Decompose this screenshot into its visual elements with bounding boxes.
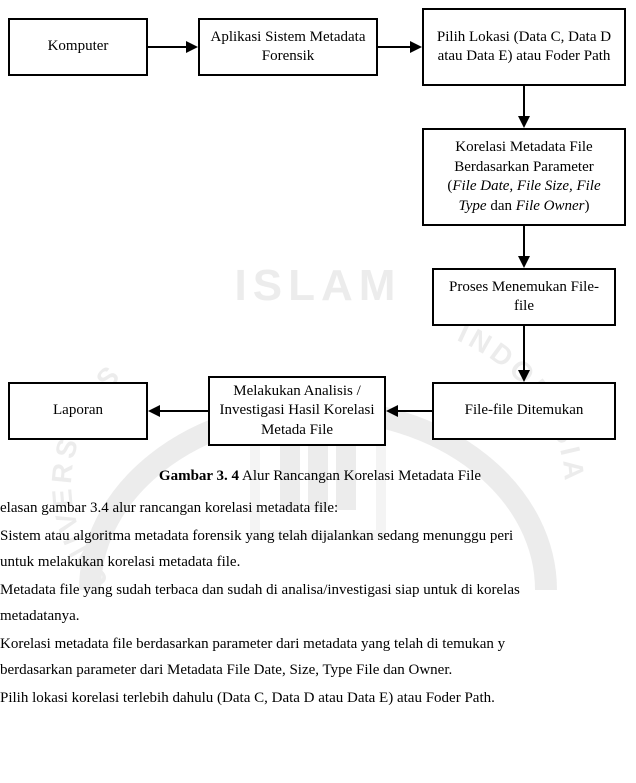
arrow-head-icon	[148, 405, 160, 417]
arrow-head-icon	[518, 256, 530, 268]
node-komputer: Komputer	[8, 18, 148, 76]
body-paragraph: untuk melakukan korelasi metadata file.	[0, 550, 636, 576]
node-label: Melakukan Analisis / Investigasi Hasil K…	[218, 382, 376, 441]
body-paragraph: Sistem atau algoritma metadata forensik …	[0, 524, 636, 550]
arrow-head-icon	[518, 116, 530, 128]
node-label: Laporan	[53, 401, 103, 421]
node-label: Pilih Lokasi (Data C, Data D atau Data E…	[432, 28, 616, 67]
node-laporan: Laporan	[8, 382, 148, 440]
edge-arrow	[523, 226, 525, 258]
node-label: Aplikasi Sistem Metadata Forensik	[208, 28, 368, 67]
edge-arrow	[378, 46, 412, 48]
node-pilih-lokasi: Pilih Lokasi (Data C, Data D atau Data E…	[422, 8, 626, 86]
figure-caption: Gambar 3. 4 Alur Rancangan Korelasi Meta…	[120, 468, 520, 485]
node-label: Proses Menemukan File-file	[442, 278, 606, 317]
node-proses-menemukan: Proses Menemukan File-file	[432, 268, 616, 326]
body-paragraph: elasan gambar 3.4 alur rancangan korelas…	[0, 496, 636, 522]
node-label: File-file Ditemukan	[465, 401, 584, 421]
node-label: Komputer	[48, 37, 109, 57]
edge-arrow	[148, 46, 188, 48]
body-paragraph: Korelasi metadata file berdasarkan param…	[0, 632, 636, 658]
node-melakukan-analisis: Melakukan Analisis / Investigasi Hasil K…	[208, 376, 386, 446]
body-paragraph: Metadata file yang sudah terbaca dan sud…	[0, 578, 636, 604]
edge-arrow	[523, 326, 525, 372]
node-korelasi-parameter: Korelasi Metadata File Berdasarkan Param…	[422, 128, 626, 226]
arrow-head-icon	[186, 41, 198, 53]
arrow-head-icon	[410, 41, 422, 53]
arrow-head-icon	[518, 370, 530, 382]
body-paragraph: Pilih lokasi korelasi terlebih dahulu (D…	[0, 686, 636, 712]
edge-arrow	[158, 410, 208, 412]
node-aplikasi: Aplikasi Sistem Metadata Forensik	[198, 18, 378, 76]
arrow-head-icon	[386, 405, 398, 417]
edge-arrow	[396, 410, 432, 412]
svg-text:ISLAM: ISLAM	[235, 261, 402, 310]
node-label: Korelasi Metadata File Berdasarkan Param…	[432, 138, 616, 216]
body-paragraph: metadatanya.	[0, 604, 636, 630]
body-paragraph: berdasarkan parameter dari Metadata File…	[0, 658, 636, 684]
node-file-ditemukan: File-file Ditemukan	[432, 382, 616, 440]
edge-arrow	[523, 86, 525, 118]
